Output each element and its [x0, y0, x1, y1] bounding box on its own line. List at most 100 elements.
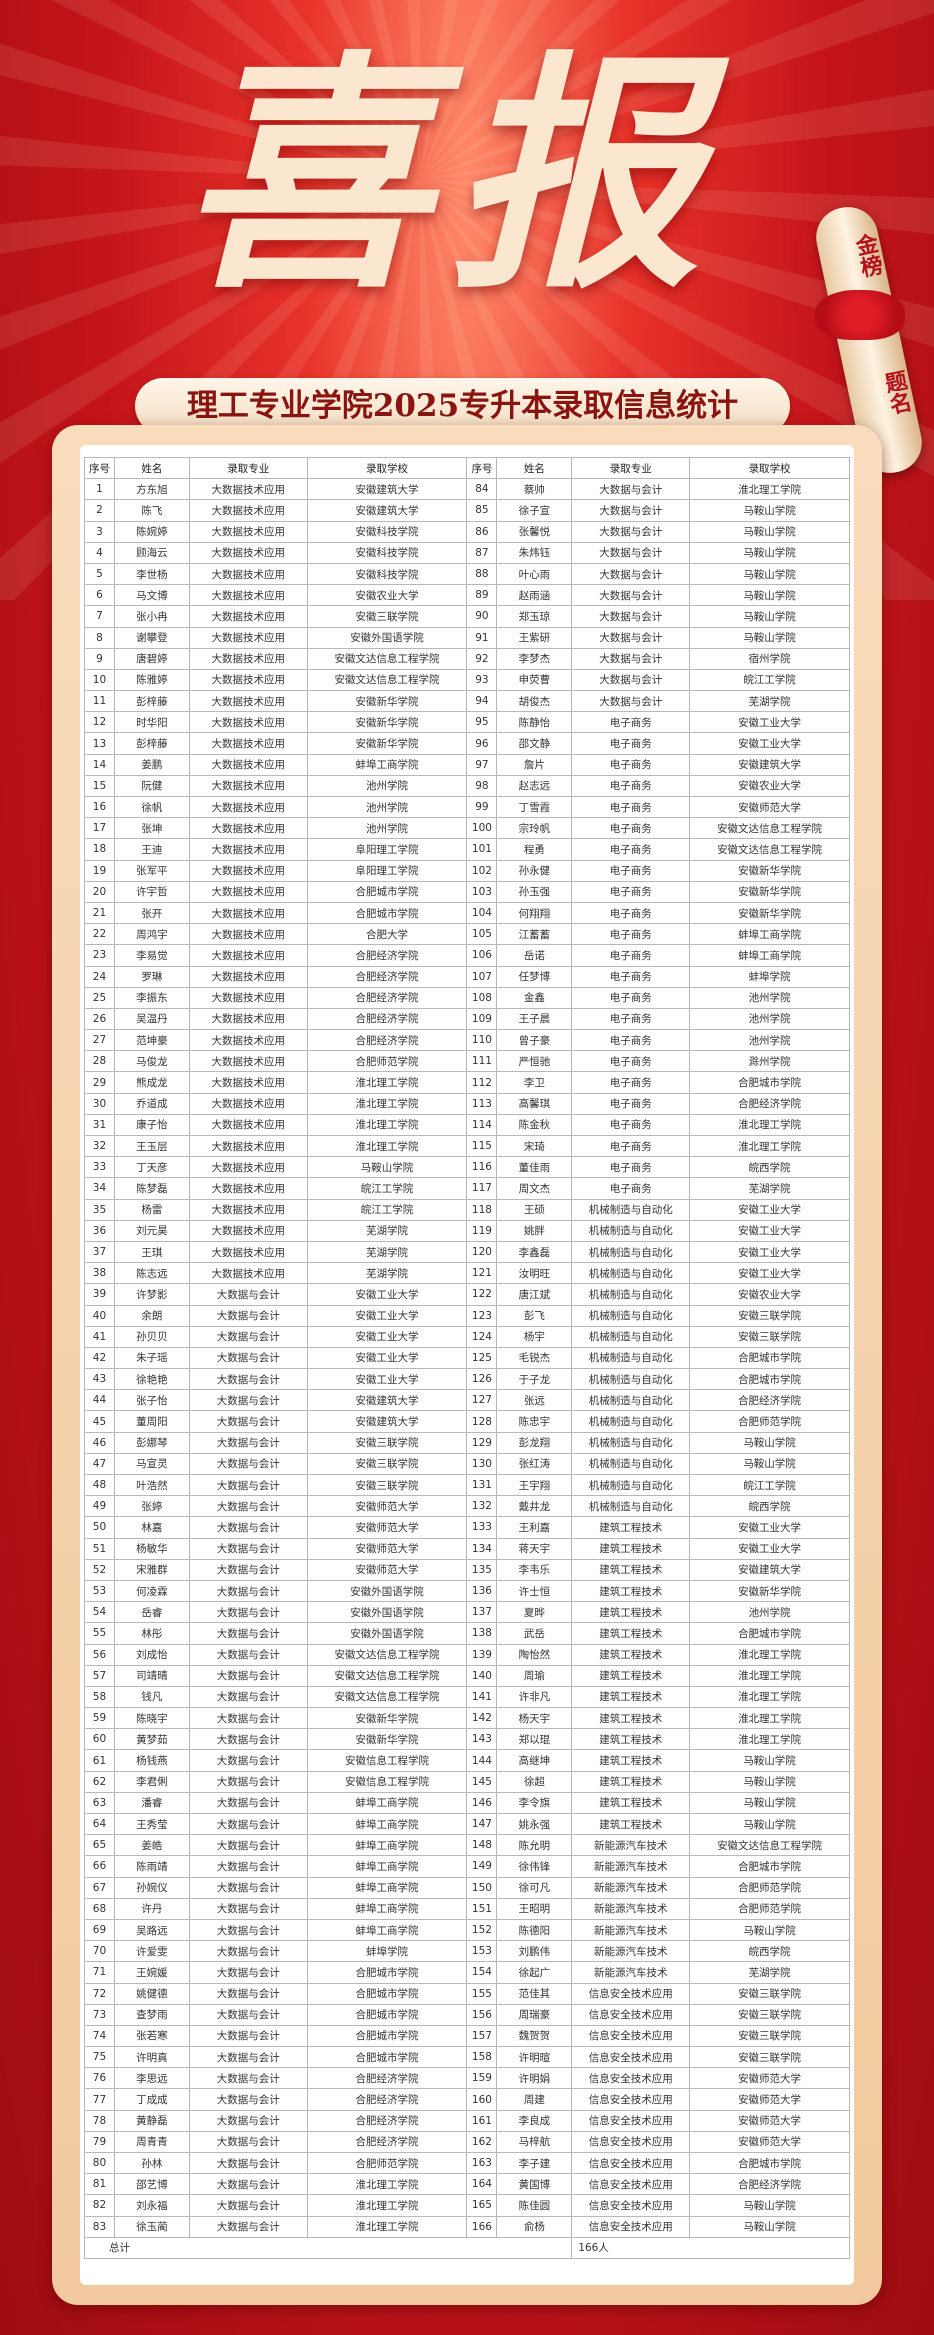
- table-cell: 88: [466, 562, 498, 586]
- table-cell: 张军平: [113, 859, 190, 882]
- table-cell: 滁州学院: [689, 1050, 850, 1073]
- table-cell: 大数据与会计: [188, 1643, 308, 1666]
- table-cell: 杨钱燕: [113, 1749, 190, 1772]
- table-cell: 安徽工业大学: [689, 1219, 850, 1242]
- table-cell: 林嘉: [113, 1516, 190, 1539]
- table-cell: 宋琦: [496, 1134, 573, 1158]
- table-cell: 大数据与会计: [188, 1834, 308, 1857]
- table-cell: 45: [84, 1410, 115, 1433]
- table-cell: 合肥经济学院: [306, 2088, 468, 2111]
- table-cell: 安徽建筑大学: [306, 1389, 468, 1412]
- table-cell: 安徽工业大学: [306, 1368, 468, 1391]
- table-cell: 机械制造与自动化: [571, 1368, 691, 1391]
- table-cell: 18: [84, 838, 115, 861]
- table-cell: 电子商务: [571, 965, 691, 988]
- table-cell: 潘睿: [113, 1791, 190, 1815]
- total-value: 166人: [571, 2236, 850, 2259]
- table-cell: 丁成成: [113, 2088, 190, 2111]
- table-row: 64 王秀莹 大数据与会计 蚌埠工商学院 147 姚永强 建筑工程技术 马鞍山学院: [84, 1812, 850, 1836]
- table-cell: 安徽信息工程学院: [306, 1749, 468, 1772]
- table-cell: 大数据与会计: [188, 1897, 308, 1920]
- table-cell: 安徽新华学院: [306, 711, 468, 734]
- table-cell: 100: [466, 817, 498, 840]
- table-cell: 陈飞: [113, 499, 190, 522]
- table-cell: 大数据技术应用: [188, 1219, 308, 1242]
- table-cell: 姜鹏: [113, 753, 190, 776]
- table-cell: 黄国博: [496, 2173, 573, 2196]
- table-cell: 124: [466, 1325, 498, 1348]
- table-cell: 李易觉: [113, 944, 190, 967]
- table-cell: 杨宇: [496, 1325, 573, 1348]
- table-cell: 137: [466, 1601, 498, 1624]
- table-cell: 125: [466, 1346, 498, 1370]
- table-cell: 蚌埠工商学院: [306, 1834, 468, 1857]
- table-cell: 安徽三联学院: [689, 1325, 850, 1348]
- table-cell: 安徽三联学院: [306, 605, 468, 628]
- table-cell: 72: [84, 1982, 115, 2005]
- table-cell: 陈静怡: [496, 711, 573, 734]
- table-cell: 156: [466, 2003, 498, 2026]
- table-row: 68 许丹 大数据与会计 蚌埠工商学院 151 王昭明 新能源汽车技术 合肥师范学院: [84, 1897, 850, 1920]
- table-cell: 安徽三联学院: [306, 1431, 468, 1454]
- table-cell: 合肥师范学院: [306, 2151, 468, 2175]
- table-cell: 蒋天宇: [496, 1537, 573, 1560]
- table-cell: 俞杨: [496, 2215, 573, 2238]
- table-cell: 信息安全技术应用: [571, 2130, 691, 2154]
- table-row: 7 张小冉 大数据技术应用 安徽三联学院 90 郑玉琼 大数据与会计 马鞍山学院: [84, 605, 850, 628]
- table-cell: 132: [466, 1495, 498, 1518]
- table-cell: 40: [84, 1304, 115, 1327]
- table-cell: 淮北理工学院: [689, 1664, 850, 1687]
- table-cell: 程勇: [496, 838, 573, 861]
- table-cell: 38: [84, 1262, 115, 1285]
- table-cell: 机械制造与自动化: [571, 1198, 691, 1221]
- table-cell: 阜阳理工学院: [306, 859, 468, 882]
- table-cell: 刘鹏伟: [496, 1940, 573, 1963]
- table-cell: 淮北理工学院: [306, 1113, 468, 1137]
- table-cell: 安徽三联学院: [306, 1452, 468, 1476]
- table-cell: 99: [466, 795, 498, 819]
- table-cell: 合肥经济学院: [306, 965, 468, 988]
- table-cell: 43: [84, 1368, 115, 1391]
- table-cell: 合肥城市学院: [306, 2024, 468, 2048]
- table-cell: 信息安全技术应用: [571, 2088, 691, 2111]
- table-cell: 安徽工业大学: [689, 1516, 850, 1539]
- table-cell: 张若寒: [113, 2024, 190, 2048]
- table-cell: 142: [466, 1707, 498, 1730]
- table-cell: 79: [84, 2130, 115, 2154]
- table-cell: 83: [84, 2215, 115, 2238]
- table-cell: 159: [466, 2067, 498, 2090]
- table-cell: 周青青: [113, 2130, 190, 2154]
- table-cell: 141: [466, 1685, 498, 1709]
- table-cell: 建筑工程技术: [571, 1812, 691, 1836]
- column-header: 录取专业: [188, 456, 308, 480]
- table-cell: 马鞍山学院: [689, 1918, 850, 1942]
- table-cell: 安徽新华学院: [306, 1728, 468, 1751]
- column-header: 姓名: [113, 456, 190, 480]
- table-cell: 158: [466, 2046, 498, 2069]
- table-cell: 合肥城市学院: [689, 1346, 850, 1370]
- table-cell: 合肥经济学院: [689, 1389, 850, 1412]
- table-cell: 154: [466, 1961, 498, 1984]
- table-cell: 彭娜琴: [113, 1431, 190, 1454]
- table-cell: 陈晓宇: [113, 1707, 190, 1730]
- table-cell: 102: [466, 859, 498, 882]
- table-cell: 王利嘉: [496, 1516, 573, 1539]
- total-row: 总计 166人: [83, 2236, 850, 2259]
- table-cell: 电子商务: [571, 1177, 691, 1200]
- table-cell: 安徽师范大学: [306, 1537, 468, 1560]
- table-cell: 许非凡: [496, 1685, 573, 1709]
- table-cell: 叶心雨: [496, 562, 573, 586]
- table-cell: 于子龙: [496, 1368, 573, 1391]
- table-cell: 19: [84, 859, 115, 882]
- table-cell: 周建: [496, 2088, 573, 2111]
- table-cell: 合肥经济学院: [306, 2130, 468, 2154]
- table-cell: 信息安全技术应用: [571, 2151, 691, 2175]
- table-cell: 马鞍山学院: [689, 605, 850, 628]
- table-cell: 电子商务: [571, 986, 691, 1009]
- table-cell: 大数据与会计: [571, 520, 691, 543]
- table-cell: 建筑工程技术: [571, 1622, 691, 1645]
- table-cell: 20: [84, 880, 115, 903]
- table-cell: 邵文静: [496, 732, 573, 755]
- table-row: 35 杨雷 大数据技术应用 皖江工学院 118 王硕 机械制造与自动化 安徽工业大学: [84, 1198, 850, 1221]
- table-row: 22 周鸿宇 大数据技术应用 合肥大学 105 江蓄蓄 电子商务 蚌埠工商学院: [84, 923, 850, 946]
